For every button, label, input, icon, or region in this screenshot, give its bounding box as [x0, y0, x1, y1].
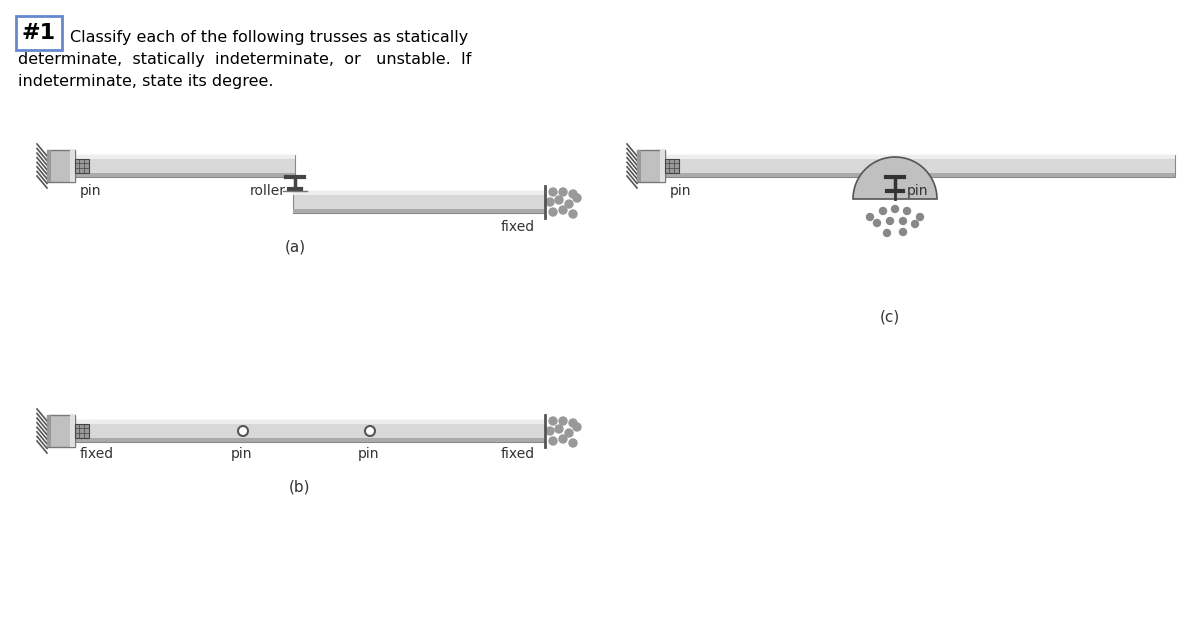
Text: pin: pin: [230, 447, 252, 461]
Circle shape: [569, 210, 577, 218]
Text: fixed: fixed: [80, 447, 114, 461]
Circle shape: [546, 198, 554, 206]
Circle shape: [574, 194, 581, 202]
Bar: [293, 191, 545, 195]
Bar: [74, 155, 295, 159]
Bar: [74, 155, 295, 177]
Bar: [47, 415, 74, 447]
Bar: [74, 438, 545, 442]
Circle shape: [554, 425, 563, 433]
Bar: [665, 159, 679, 173]
Circle shape: [365, 426, 374, 436]
Circle shape: [569, 439, 577, 447]
Bar: [70, 415, 74, 447]
Bar: [665, 155, 1175, 177]
Bar: [74, 424, 89, 438]
Circle shape: [559, 417, 568, 425]
Bar: [74, 420, 545, 424]
Circle shape: [554, 196, 563, 204]
Circle shape: [904, 208, 911, 214]
Text: fixed: fixed: [500, 447, 535, 461]
Bar: [47, 150, 74, 182]
Text: pin: pin: [670, 184, 691, 198]
Polygon shape: [853, 157, 937, 199]
Bar: [665, 173, 1175, 177]
Text: (a): (a): [284, 239, 306, 254]
Bar: [47, 415, 50, 447]
Text: fixed: fixed: [500, 220, 535, 234]
Circle shape: [569, 419, 577, 427]
Bar: [637, 150, 665, 182]
Circle shape: [565, 429, 574, 437]
Text: (b): (b): [289, 480, 311, 495]
Text: roller: roller: [250, 184, 286, 198]
Text: #1: #1: [22, 23, 56, 43]
Circle shape: [892, 206, 899, 213]
Circle shape: [546, 427, 554, 435]
Text: pin: pin: [80, 184, 102, 198]
Bar: [293, 209, 545, 213]
Text: Classify each of the following trusses as statically: Classify each of the following trusses a…: [70, 30, 468, 45]
Circle shape: [866, 214, 874, 221]
Text: pin: pin: [907, 184, 929, 198]
Bar: [47, 150, 50, 182]
Bar: [74, 159, 89, 173]
Bar: [74, 420, 545, 442]
Circle shape: [900, 218, 906, 224]
Circle shape: [559, 206, 568, 214]
Circle shape: [565, 200, 574, 208]
Text: pin: pin: [358, 447, 379, 461]
Circle shape: [550, 437, 557, 445]
Circle shape: [883, 229, 890, 236]
Circle shape: [887, 218, 894, 224]
Circle shape: [559, 435, 568, 443]
Circle shape: [912, 221, 918, 228]
Circle shape: [917, 214, 924, 221]
Bar: [293, 191, 545, 213]
Bar: [637, 150, 641, 182]
Circle shape: [574, 423, 581, 431]
Circle shape: [874, 219, 881, 226]
Bar: [660, 150, 665, 182]
Circle shape: [550, 188, 557, 196]
Circle shape: [550, 208, 557, 216]
Circle shape: [900, 228, 906, 236]
Circle shape: [880, 208, 887, 214]
Text: (c): (c): [880, 310, 900, 325]
Bar: [665, 155, 1175, 159]
Circle shape: [238, 426, 248, 436]
Bar: [74, 173, 295, 177]
Bar: [70, 150, 74, 182]
Circle shape: [559, 188, 568, 196]
FancyBboxPatch shape: [16, 16, 62, 50]
Text: indeterminate, state its degree.: indeterminate, state its degree.: [18, 74, 274, 89]
Circle shape: [550, 417, 557, 425]
Text: determinate,  statically  indeterminate,  or   unstable.  If: determinate, statically indeterminate, o…: [18, 52, 472, 67]
Circle shape: [569, 190, 577, 198]
